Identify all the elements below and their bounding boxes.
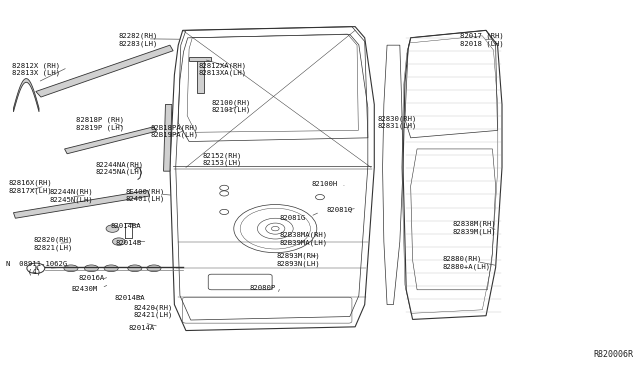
Text: 82100H: 82100H [312, 181, 338, 187]
Text: N: N [34, 266, 38, 271]
Ellipse shape [128, 265, 142, 272]
Text: 82420(RH)
82421(LH): 82420(RH) 82421(LH) [134, 304, 173, 318]
Text: 82880(RH)
82880+A(LH): 82880(RH) 82880+A(LH) [443, 256, 491, 270]
Text: 82014BA: 82014BA [115, 295, 145, 301]
Polygon shape [189, 57, 211, 61]
Text: R820006R: R820006R [593, 350, 633, 359]
Text: 82812XA(RH)
82813XA(LH): 82812XA(RH) 82813XA(LH) [198, 62, 247, 76]
Text: 82B18PA(RH)
82B19PA(LH): 82B18PA(RH) 82B19PA(LH) [151, 124, 199, 138]
Text: 82017 (RH)
82018 (LH): 82017 (RH) 82018 (LH) [461, 32, 504, 47]
Text: 82080P: 82080P [250, 285, 276, 291]
Text: 82893M(RH)
82893N(LH): 82893M(RH) 82893N(LH) [276, 252, 321, 266]
Text: 82838M(RH)
82839M(LH): 82838M(RH) 82839M(LH) [453, 220, 497, 235]
Text: 82244N(RH)
82245N(LH): 82244N(RH) 82245N(LH) [49, 189, 93, 203]
Text: 82014B: 82014B [116, 240, 142, 246]
Text: 82014A: 82014A [129, 325, 155, 331]
Text: 82816X(RH)
82817X(LH): 82816X(RH) 82817X(LH) [8, 180, 52, 194]
Text: 82100(RH)
82101(LH): 82100(RH) 82101(LH) [211, 99, 251, 113]
Text: 82014BA: 82014BA [111, 223, 141, 229]
Text: 82830(RH)
82831(LH): 82830(RH) 82831(LH) [378, 115, 417, 129]
Ellipse shape [64, 265, 78, 272]
Text: 8E400(RH)
82401(LH): 8E400(RH) 82401(LH) [126, 188, 165, 202]
Polygon shape [13, 190, 150, 218]
Polygon shape [197, 60, 204, 93]
Text: 82820(RH)
82821(LH): 82820(RH) 82821(LH) [34, 236, 73, 251]
Circle shape [106, 225, 119, 232]
Polygon shape [36, 45, 173, 97]
Polygon shape [65, 127, 157, 154]
Ellipse shape [147, 265, 161, 272]
Ellipse shape [104, 265, 118, 272]
Circle shape [113, 238, 125, 245]
Text: 82244NA(RH)
82245NA(LH): 82244NA(RH) 82245NA(LH) [95, 161, 143, 175]
Polygon shape [164, 105, 172, 171]
Text: 82818P (RH)
82819P (LH): 82818P (RH) 82819P (LH) [76, 116, 124, 131]
Text: 82282(RH)
82283(LH): 82282(RH) 82283(LH) [119, 32, 158, 47]
Text: 82081Q: 82081Q [326, 206, 353, 212]
Text: 82812X (RH)
82813X (LH): 82812X (RH) 82813X (LH) [12, 62, 60, 76]
Text: 82152(RH)
82153(LH): 82152(RH) 82153(LH) [202, 152, 242, 166]
Text: B2430M: B2430M [71, 286, 97, 292]
Ellipse shape [84, 265, 99, 272]
Text: 82016A: 82016A [79, 275, 105, 281]
Text: 82B38MA(RH)
82B39MA(LH): 82B38MA(RH) 82B39MA(LH) [279, 231, 327, 246]
Text: N  08911-1062G
     (4): N 08911-1062G (4) [6, 261, 67, 275]
Text: 82081G: 82081G [279, 215, 305, 221]
Polygon shape [13, 78, 39, 112]
